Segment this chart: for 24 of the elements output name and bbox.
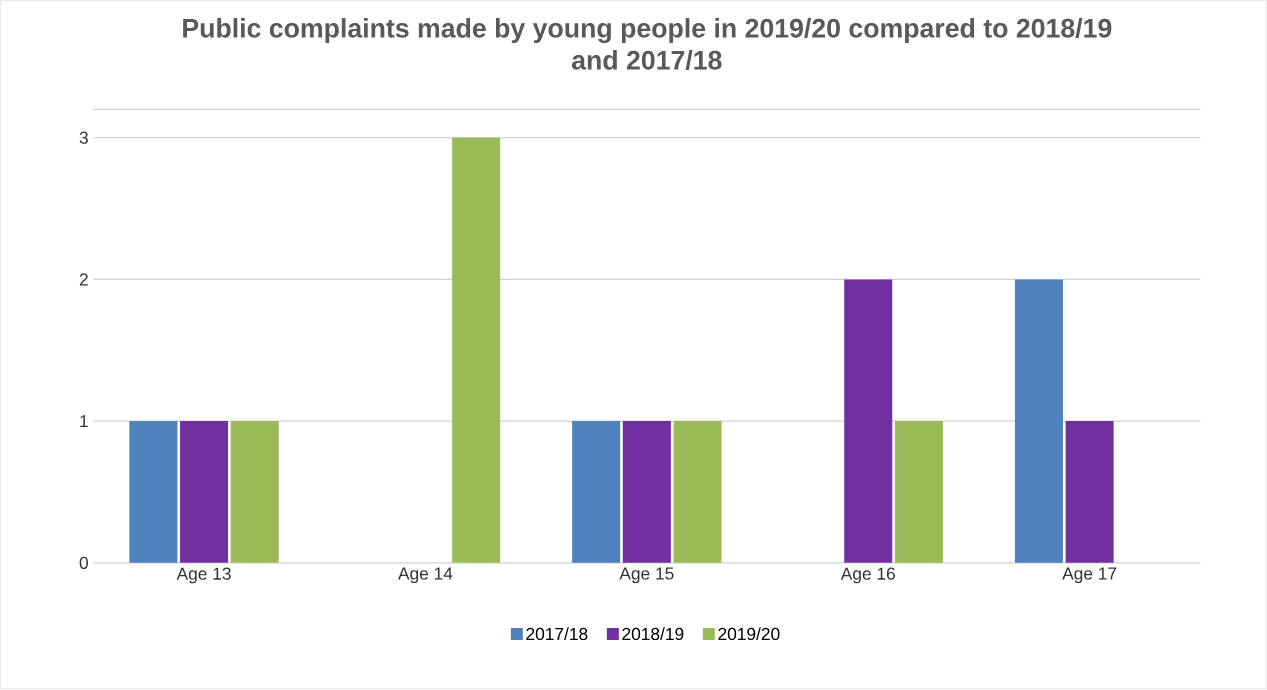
y-tick-label: 3 — [79, 131, 88, 145]
bar — [1014, 279, 1063, 564]
bar — [572, 421, 621, 564]
bar — [894, 421, 943, 564]
x-tick-label: Age 17 — [1062, 567, 1117, 584]
bar — [844, 279, 893, 564]
x-tick-label: Age 15 — [619, 567, 674, 584]
bar — [230, 421, 279, 564]
y-tick-label: 1 — [80, 415, 88, 428]
x-tick-label: Age 13 — [176, 567, 231, 584]
legend-label: 2019/20 — [718, 627, 780, 641]
legend-label: 2018/19 — [622, 627, 684, 641]
bar — [673, 421, 722, 564]
bar — [622, 421, 671, 564]
chart-title: Public complaints made by young people in 2019/20 compared to 2018/19 and 2017/18 — [183, 18, 1112, 71]
y-tick-label: 2 — [79, 273, 88, 286]
x-tick-label: Age 16 — [840, 567, 895, 584]
y-tick-label: 0 — [79, 556, 88, 570]
x-tick-label: Age 14 — [398, 567, 453, 584]
bar — [1065, 421, 1114, 564]
legend-label: 2017/18 — [526, 627, 588, 641]
bar — [452, 137, 501, 564]
bar — [180, 421, 229, 564]
bar — [129, 421, 178, 564]
